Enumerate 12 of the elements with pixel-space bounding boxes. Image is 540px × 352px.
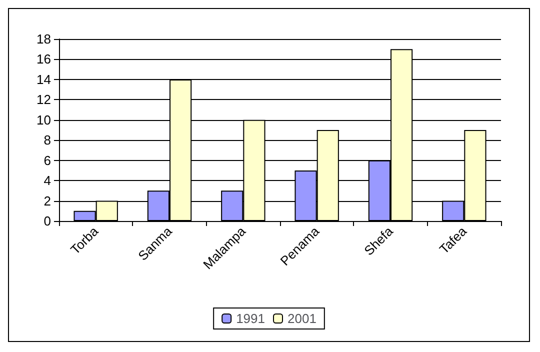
y-tick-label: 14: [36, 72, 51, 87]
y-tick-label: 18: [36, 32, 51, 46]
legend-label: 2001: [288, 311, 316, 326]
y-tick-label: 16: [36, 52, 51, 67]
y-tick-label: 10: [36, 112, 51, 128]
y-tick-label: 0: [44, 214, 51, 228]
y-tick-label: 8: [44, 132, 51, 148]
legend-label: 1991: [236, 311, 265, 326]
y-tick-label: 2: [44, 193, 51, 208]
y-tick-label: 12: [36, 92, 51, 108]
y-tick-label: 4: [44, 173, 51, 188]
y-tick-label: 6: [44, 152, 51, 168]
